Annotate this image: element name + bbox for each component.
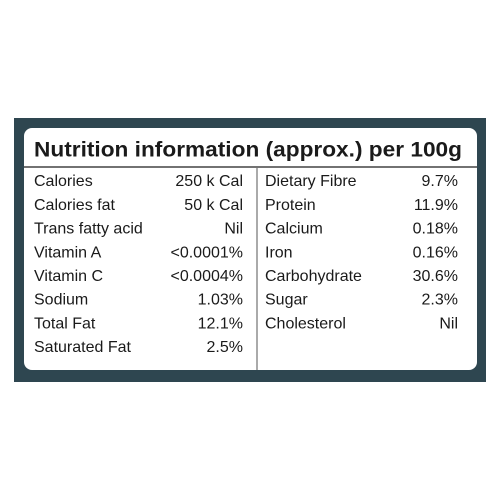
label-panel [24,128,477,370]
nutrient-amount: 0.16% [413,244,458,261]
nutrient-amount: Nil [224,221,243,238]
nutrient-name: Vitamin A [34,244,102,261]
nutrient-amount: <0.0004% [170,268,243,285]
nutrient-name: Calories [34,173,93,190]
nutrient-amount: 11.9% [414,197,458,214]
nutrient-amount: 50 k Cal [184,197,243,214]
nutrient-name: Calcium [265,221,323,238]
nutrient-name: Total Fat [34,315,96,332]
nutrient-amount: 0.18% [413,221,458,238]
nutrient-name: Calories fat [34,197,115,214]
nutrient-name: Sugar [265,292,308,309]
nutrient-amount: 12.1% [198,315,243,332]
nutrient-amount: Nil [439,315,458,332]
nutrient-name: Saturated Fat [34,339,132,356]
nutrient-name: Trans fatty acid [34,221,143,238]
nutrient-name: Sodium [34,292,88,309]
nutrient-name: Protein [265,197,316,214]
nutrient-name: Iron [265,244,293,261]
nutrient-name: Vitamin C [34,268,103,285]
nutrient-name: Carbohydrate [265,268,362,285]
nutrient-amount: 1.03% [198,292,243,309]
nutrient-amount: 2.3% [422,292,458,309]
nutrient-amount: 2.5% [207,339,243,356]
nutrient-amount: 9.7% [422,173,458,190]
nutrient-name: Cholesterol [265,315,346,332]
nutrient-amount: 250 k Cal [175,173,243,190]
nutrient-amount: 30.6% [413,268,458,285]
nutrient-amount: <0.0001% [170,244,243,261]
nutrient-name: Dietary Fibre [265,173,357,190]
title: Nutrition information (approx.) per 100g [34,139,462,162]
